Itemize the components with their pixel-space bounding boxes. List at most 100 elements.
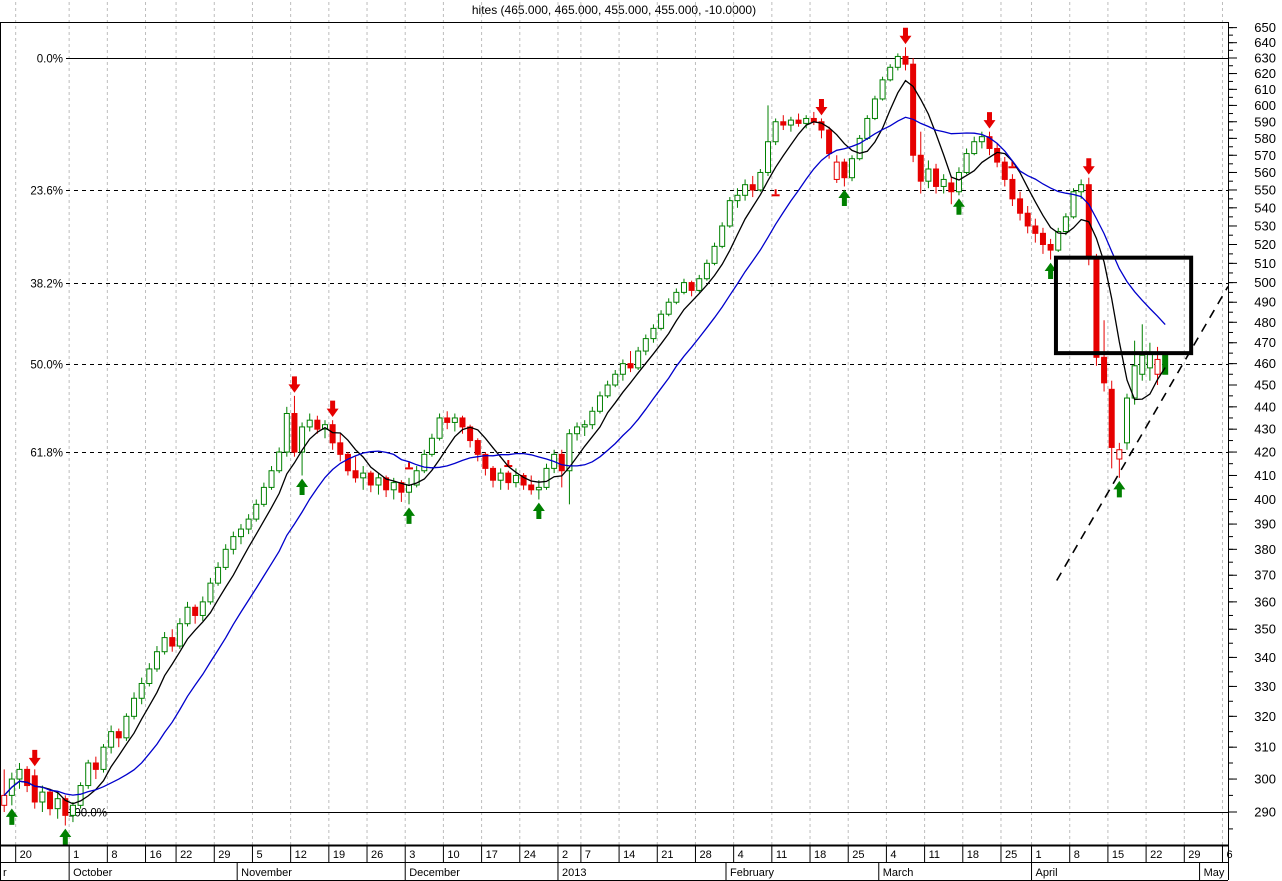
candle-body xyxy=(85,762,92,787)
candle-body xyxy=(1032,225,1039,234)
price-tick-label: 620 xyxy=(1254,66,1276,81)
candle-body xyxy=(108,731,115,748)
price-tick-label: 330 xyxy=(1254,679,1276,694)
candle-body xyxy=(215,566,222,584)
candle-body xyxy=(1123,397,1130,444)
candle-body xyxy=(512,474,519,484)
candle-body xyxy=(742,184,749,196)
candle-body xyxy=(245,518,252,530)
candle-body xyxy=(413,470,420,486)
date-axis: 20 1 8 16 22 29 5 12 19 26 3 10 17 24 2 7 14 21 28 4 11 18 25 4… xyxy=(15,845,1233,862)
stop-dash-stem xyxy=(774,189,777,195)
candle-body xyxy=(612,373,619,386)
sell-arrow-icon xyxy=(983,112,996,129)
buy-arrow-icon xyxy=(838,189,851,206)
candlestick-series xyxy=(1,47,1169,826)
candle-body xyxy=(482,453,489,469)
candle-body xyxy=(917,154,924,182)
stop-dash xyxy=(771,194,780,197)
candle-body xyxy=(726,200,733,227)
candle-body xyxy=(841,161,848,179)
month-label: December xyxy=(409,867,460,879)
price-tick-label: 460 xyxy=(1254,356,1276,371)
week-tick-label: 24 xyxy=(524,849,536,861)
candle-body xyxy=(711,245,718,264)
candle-body xyxy=(123,715,130,739)
week-tick-label: 17 xyxy=(486,849,498,861)
candle-body xyxy=(1139,354,1146,375)
week-tick-label: 19 xyxy=(333,849,345,861)
candle-body xyxy=(665,301,672,315)
candle-body xyxy=(237,528,244,538)
candle-body xyxy=(199,601,206,616)
candle-body xyxy=(39,791,46,803)
sell-arrow-icon xyxy=(288,376,301,393)
candle-body xyxy=(1146,352,1153,369)
price-tick-label: 320 xyxy=(1254,709,1276,724)
candle-body xyxy=(528,484,535,491)
week-tick-label: 25 xyxy=(852,849,864,861)
candle-body xyxy=(138,682,145,699)
candle-body xyxy=(765,141,771,173)
week-tick-label: 11 xyxy=(776,849,787,861)
month-label: February xyxy=(730,867,775,879)
candle-body xyxy=(77,785,84,806)
candle-body xyxy=(604,384,611,397)
candle-body xyxy=(818,121,825,131)
week-tick-label: 8 xyxy=(111,849,117,861)
candle-body xyxy=(978,136,985,143)
price-tick-label: 580 xyxy=(1254,131,1276,146)
price-tick-label: 650 xyxy=(1254,20,1276,35)
week-tick-label: 1 xyxy=(73,849,79,861)
week-tick-label: 28 xyxy=(699,849,711,861)
price-tick-label: 640 xyxy=(1254,35,1276,50)
candle-body xyxy=(642,338,649,352)
fib-label: 61.8% xyxy=(30,448,63,460)
candle-body xyxy=(619,363,626,375)
week-tick-label: 22 xyxy=(1150,849,1162,861)
candle-body xyxy=(581,424,588,428)
chart-title: hites (465.000, 465.000, 455.000, 455.00… xyxy=(471,3,757,17)
candle-body xyxy=(757,171,764,191)
candle-body xyxy=(1108,388,1115,448)
fib-label: 50.0% xyxy=(30,360,63,372)
candle-body xyxy=(871,98,878,119)
candle-body xyxy=(207,582,214,603)
candle-body xyxy=(444,417,451,423)
candle-body xyxy=(856,137,863,160)
candle-body xyxy=(994,147,1001,163)
candle-body xyxy=(864,117,871,139)
candle-body xyxy=(1116,449,1123,460)
sell-arrow-icon xyxy=(815,98,828,116)
price-tick-label: 610 xyxy=(1254,82,1276,97)
candle-body xyxy=(879,79,886,100)
candle-body xyxy=(703,262,710,280)
candle-body xyxy=(749,184,756,191)
candle-body xyxy=(894,55,901,68)
candle-body xyxy=(276,451,283,472)
buy-arrow-icon xyxy=(403,507,415,524)
week-tick-label: 22 xyxy=(180,849,192,861)
week-tick-label: 29 xyxy=(1188,849,1200,861)
price-tick-label: 440 xyxy=(1254,399,1276,414)
candle-body xyxy=(421,453,428,472)
week-tick-label: 14 xyxy=(623,849,635,861)
price-tick-label: 470 xyxy=(1254,335,1276,350)
candle-body xyxy=(306,419,313,428)
candle-body xyxy=(673,291,680,303)
candle-body xyxy=(787,119,794,126)
candle-body xyxy=(1,794,8,806)
fib-label: 0.0% xyxy=(37,54,63,66)
week-tick-label: 12 xyxy=(295,849,307,861)
ma-fast-line xyxy=(3,79,1166,805)
candle-body xyxy=(24,768,31,787)
buy-arrow-icon xyxy=(532,502,545,519)
fib-label: 100.0% xyxy=(68,808,107,820)
candle-body xyxy=(658,313,665,329)
price-tick-label: 510 xyxy=(1254,256,1276,271)
price-tick-label: 550 xyxy=(1254,182,1276,197)
candle-body xyxy=(100,746,107,770)
candle-body xyxy=(803,117,810,124)
